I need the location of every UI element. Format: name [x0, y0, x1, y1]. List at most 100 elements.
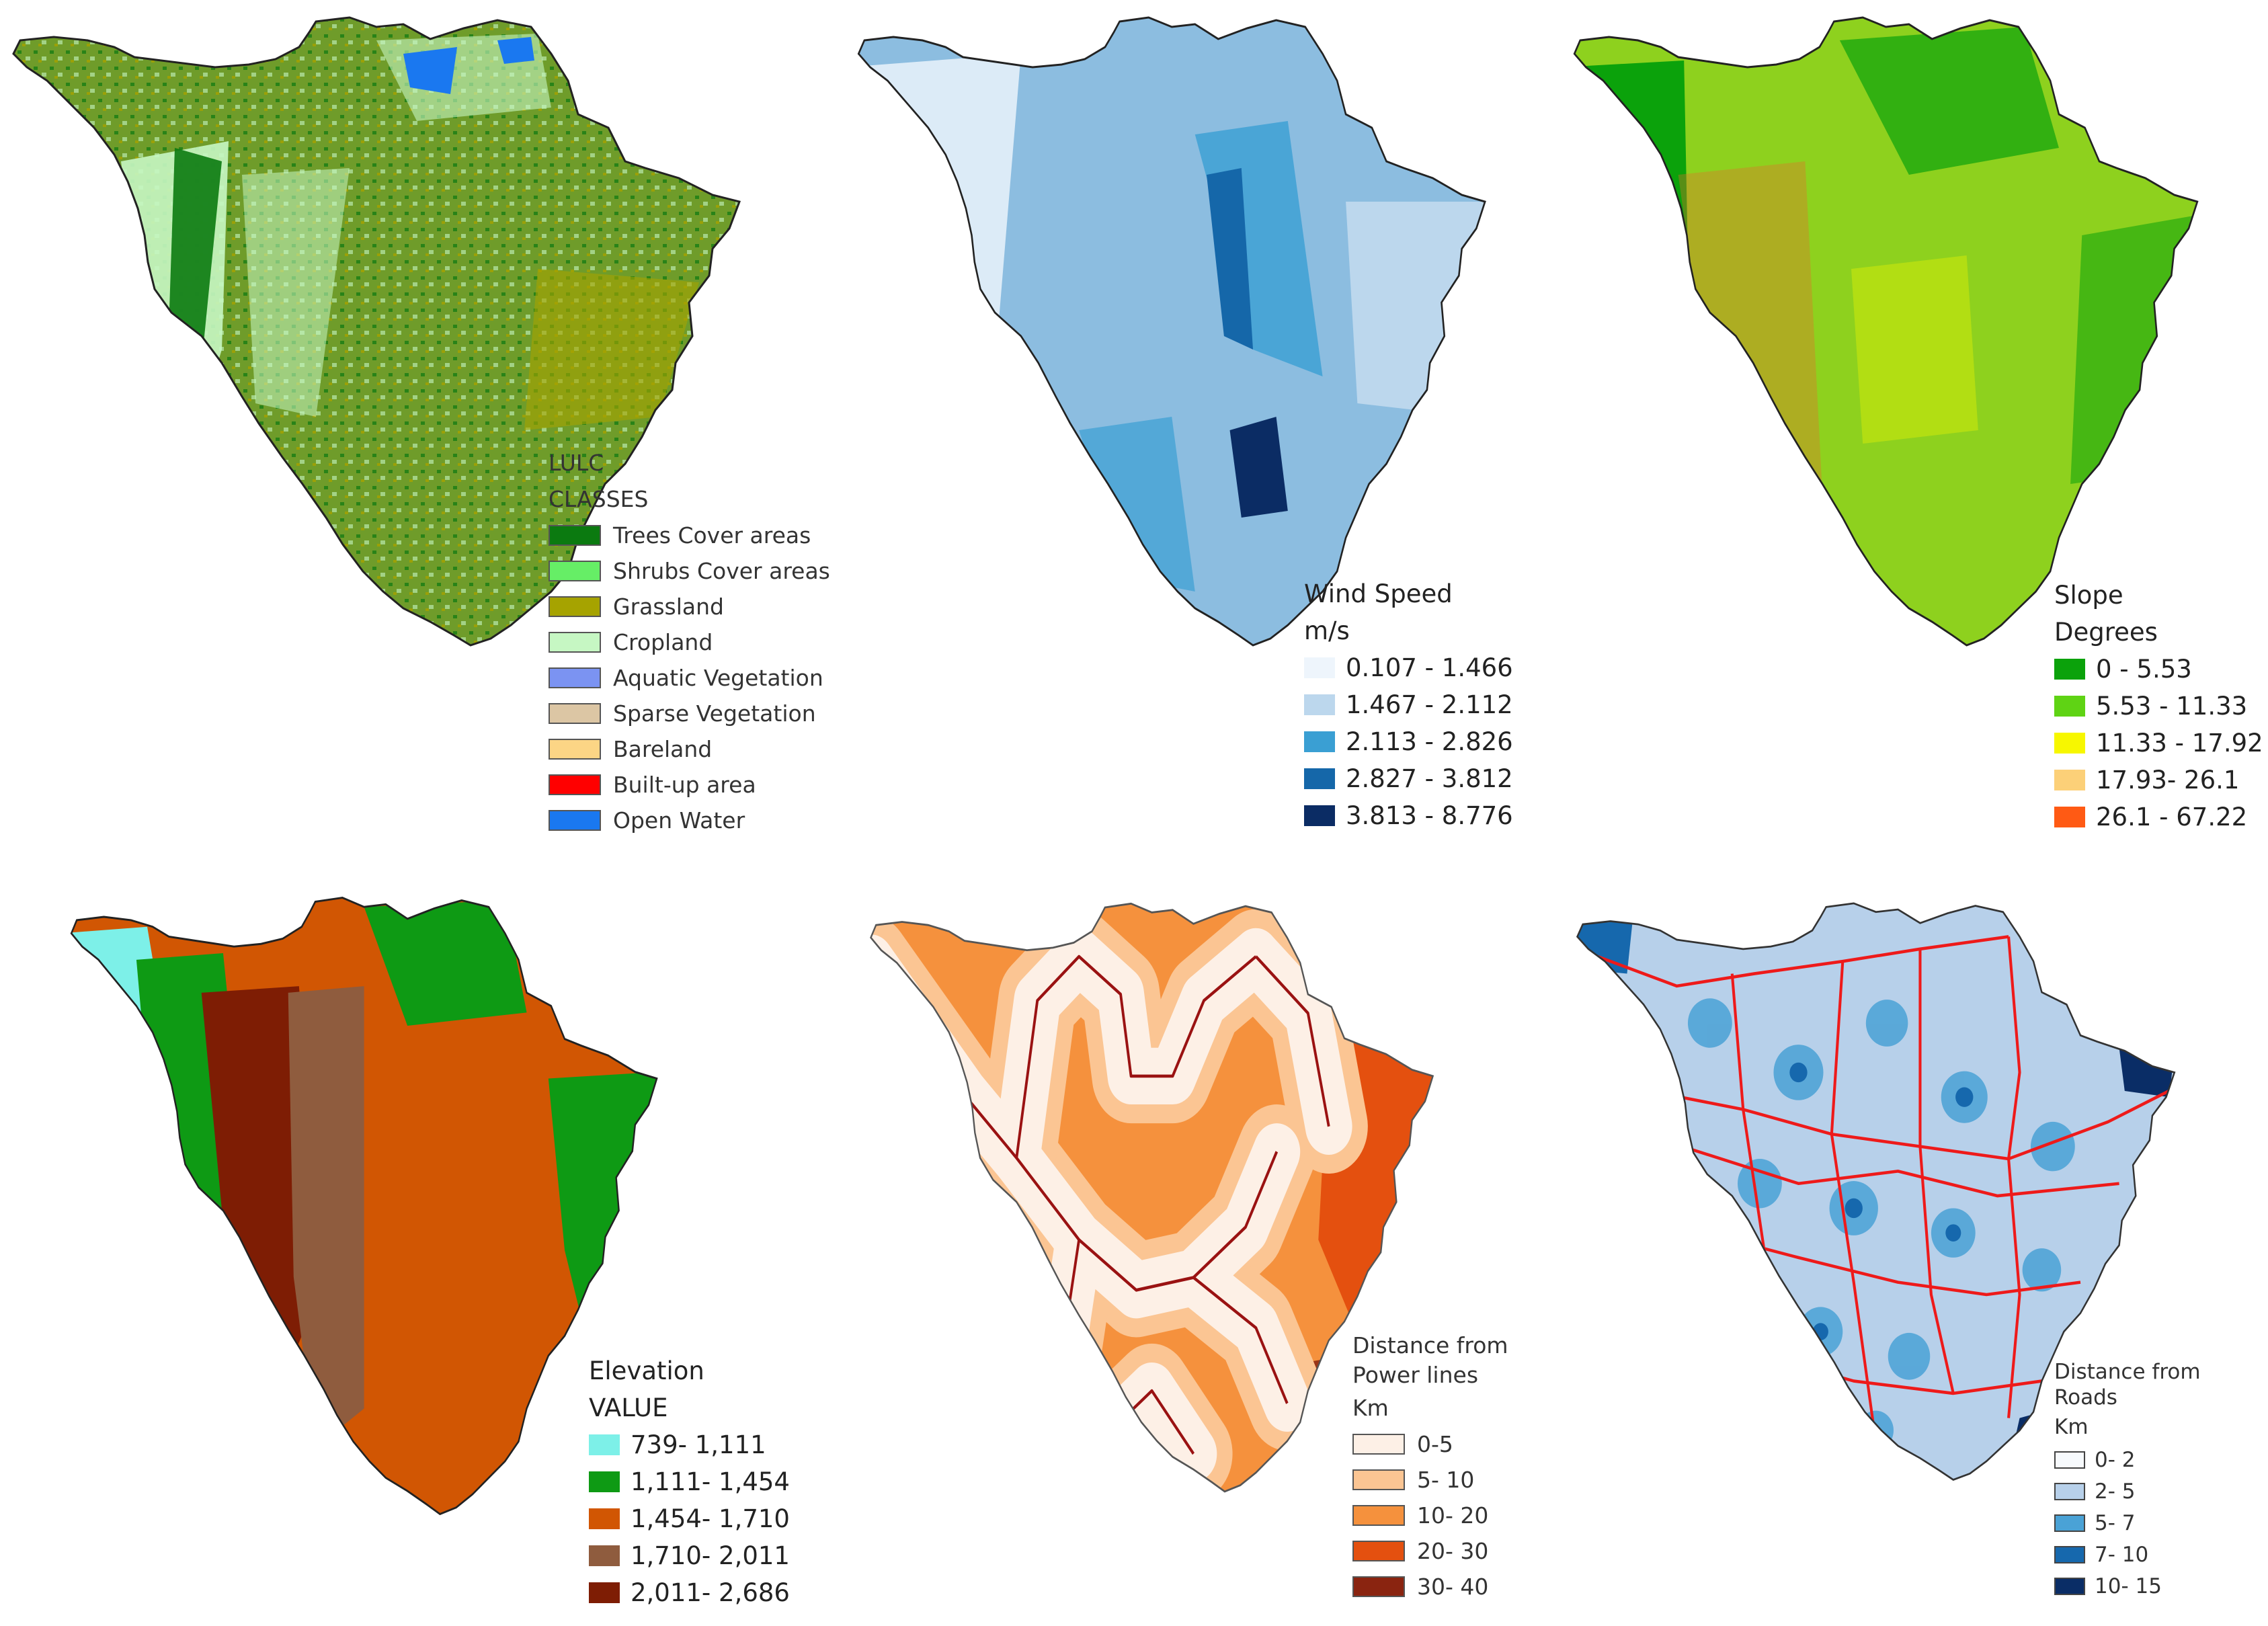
lulc-legend-item: Bareland	[549, 731, 830, 767]
slope-legend-title: Slope	[2054, 581, 2123, 610]
power-legend-item: 0-5	[1352, 1426, 1508, 1462]
wind-legend-title: Wind Speed	[1304, 579, 1453, 608]
wind-legend-subtitle: m/s	[1304, 616, 1350, 645]
lulc-legend-item: Cropland	[549, 624, 830, 660]
elevation-map	[70, 897, 658, 1516]
elevation-legend-item: 739- 1,111	[589, 1426, 790, 1463]
power-legend-item: 5- 10	[1352, 1462, 1508, 1498]
lulc-legend-swatch	[549, 667, 601, 688]
panel-roads: Distance from Roads Km 0- 2 2- 5 5- 7 7- 10…	[1553, 874, 2268, 1626]
elevation-legend: Elevation VALUE 739- 1,111 1,111- 1,454 1,…	[589, 1352, 790, 1611]
roads-legend-item: 0- 2	[2054, 1444, 2201, 1475]
slope-legend-label: 26.1 - 67.22	[2096, 803, 2248, 831]
roads-legend-label: 0- 2	[2095, 1447, 2136, 1472]
lulc-legend-label: Built-up area	[613, 772, 756, 798]
wind-legend-rows: 0.107 - 1.466 1.467 - 2.112 2.113 - 2.826 2…	[1304, 649, 1513, 834]
slope-legend-rows: 0 - 5.53 5.53 - 11.33 11.33 - 17.92 17.93- …	[2054, 651, 2263, 836]
lulc-legend-swatch	[549, 810, 601, 831]
elevation-legend-label: 739- 1,111	[631, 1430, 766, 1459]
roads-legend-subtitle: Roads	[2054, 1385, 2117, 1410]
lulc-legend-label: Trees Cover areas	[613, 522, 811, 548]
power-legend-title: Distance from	[1352, 1332, 1508, 1358]
lulc-legend-swatch	[549, 525, 601, 546]
wind-legend-label: 0.107 - 1.466	[1346, 653, 1513, 682]
panel-elevation: Elevation VALUE 739- 1,111 1,111- 1,454 1,…	[0, 874, 834, 1626]
slope-map	[1573, 16, 2199, 647]
roads-legend-item: 2- 5	[2054, 1475, 2201, 1507]
wind-legend: Wind Speed m/s 0.107 - 1.466 1.467 - 2.11…	[1304, 575, 1513, 834]
lulc-legend-rows: Trees Cover areas Shrubs Cover areas Grass…	[549, 518, 830, 838]
lulc-legend-swatch	[549, 703, 601, 724]
roads-legend-swatch	[2054, 1545, 2085, 1563]
power-legend-item: 10- 20	[1352, 1498, 1508, 1533]
elevation-legend-swatch	[589, 1545, 620, 1566]
elevation-legend-rows: 739- 1,111 1,111- 1,454 1,454- 1,710 1,710-…	[589, 1426, 790, 1611]
lulc-legend-title: LULC	[549, 450, 604, 476]
slope-legend-item: 11.33 - 17.92	[2054, 725, 2263, 762]
lulc-legend-subtitle: CLASSES	[549, 486, 649, 512]
wind-legend-item: 2.113 - 2.826	[1304, 723, 1513, 760]
roads-legend-label: 5- 7	[2095, 1510, 2136, 1535]
elevation-legend-swatch	[589, 1508, 620, 1529]
roads-legend-rows: 0- 2 2- 5 5- 7 7- 10 10- 15	[2054, 1444, 2201, 1602]
wind-legend-item: 1.467 - 2.112	[1304, 686, 1513, 723]
roads-legend-swatch	[2054, 1451, 2085, 1469]
power-map	[870, 902, 1434, 1493]
slope-legend-swatch	[2054, 696, 2085, 717]
roads-legend-label: 7- 10	[2095, 1542, 2149, 1567]
wind-legend-item: 0.107 - 1.466	[1304, 649, 1513, 686]
lulc-legend-label: Aquatic Vegetation	[613, 665, 823, 691]
elevation-legend-label: 2,011- 2,686	[631, 1578, 790, 1607]
slope-legend-item: 0 - 5.53	[2054, 651, 2263, 688]
lulc-legend-item: Shrubs Cover areas	[549, 553, 830, 589]
elevation-legend-item: 1,111- 1,454	[589, 1463, 790, 1500]
wind-legend-swatch	[1304, 657, 1335, 678]
elevation-legend-label: 1,710- 2,011	[631, 1541, 790, 1570]
wind-map	[857, 16, 1486, 647]
power-legend-label: 0-5	[1417, 1431, 1453, 1457]
lulc-legend-item: Open Water	[549, 803, 830, 838]
slope-legend-swatch	[2054, 770, 2085, 790]
lulc-map	[12, 16, 741, 647]
slope-legend-label: 5.53 - 11.33	[2096, 692, 2248, 721]
power-legend-swatch	[1352, 1469, 1405, 1490]
power-legend-unit: Km	[1352, 1395, 1389, 1421]
elevation-legend-subtitle: VALUE	[589, 1393, 668, 1422]
elevation-legend-swatch	[589, 1471, 620, 1492]
wind-legend-label: 2.827 - 3.812	[1346, 764, 1513, 793]
elevation-legend-item: 1,454- 1,710	[589, 1500, 790, 1537]
slope-legend-subtitle: Degrees	[2054, 618, 2158, 647]
lulc-legend-label: Grassland	[613, 594, 724, 620]
lulc-legend-swatch	[549, 632, 601, 653]
wind-legend-label: 2.113 - 2.826	[1346, 727, 1513, 756]
panel-lulc: LULC CLASSES Trees Cover areas Shrubs Cov…	[0, 0, 834, 847]
roads-legend-swatch	[2054, 1577, 2085, 1595]
roads-legend-item: 7- 10	[2054, 1539, 2201, 1570]
power-legend-item: 30- 40	[1352, 1569, 1508, 1604]
panel-power: Distance from Power lines Km 0-5 5- 10 10-…	[834, 874, 1553, 1626]
power-legend-swatch	[1352, 1541, 1405, 1561]
slope-legend-item: 17.93- 26.1	[2054, 762, 2263, 799]
lulc-legend-label: Shrubs Cover areas	[613, 558, 830, 584]
lulc-legend-item: Trees Cover areas	[549, 518, 830, 553]
roads-legend-title: Distance from	[2054, 1360, 2201, 1384]
lulc-legend-swatch	[549, 739, 601, 760]
roads-legend-item: 10- 15	[2054, 1570, 2201, 1602]
slope-legend-item: 5.53 - 11.33	[2054, 688, 2263, 725]
wind-legend-swatch	[1304, 731, 1335, 752]
slope-legend-item: 26.1 - 67.22	[2054, 799, 2263, 836]
wind-legend-label: 1.467 - 2.112	[1346, 690, 1513, 719]
wind-legend-label: 3.813 - 8.776	[1346, 801, 1513, 830]
roads-legend-swatch	[2054, 1482, 2085, 1500]
power-legend-subtitle: Power lines	[1352, 1362, 1479, 1388]
roads-legend-label: 2- 5	[2095, 1479, 2136, 1504]
wind-legend-item: 3.813 - 8.776	[1304, 797, 1513, 834]
elevation-legend-swatch	[589, 1582, 620, 1603]
slope-legend-label: 0 - 5.53	[2096, 655, 2192, 684]
roads-legend-unit: Km	[2054, 1415, 2089, 1439]
roads-legend-item: 5- 7	[2054, 1507, 2201, 1539]
lulc-legend-swatch	[549, 774, 601, 795]
lulc-legend-item: Sparse Vegetation	[549, 696, 830, 731]
power-legend-swatch	[1352, 1505, 1405, 1526]
panel-wind: Wind Speed m/s 0.107 - 1.466 1.467 - 2.11…	[834, 0, 1553, 847]
